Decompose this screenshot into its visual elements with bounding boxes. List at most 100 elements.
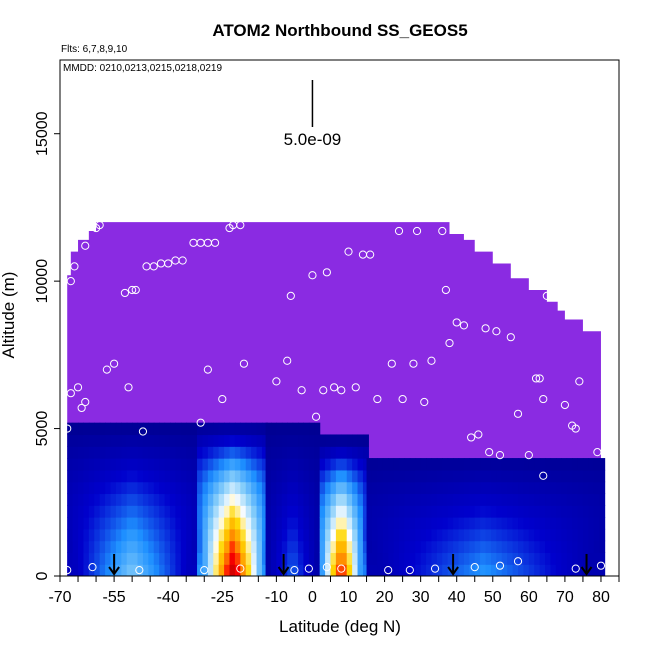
heat-cell [431,517,438,530]
flight-point [513,409,523,418]
heat-cell [251,528,258,542]
heat-cell [110,422,117,436]
y-tick-label: 10000 [34,259,51,304]
heat-cell [442,540,449,554]
heat-cell [281,564,288,576]
flight-point [218,394,227,404]
heat-cell [377,481,384,495]
heat-cell [474,528,481,542]
heat-cell [105,458,112,471]
heat-cell [335,552,342,565]
heat-cell [270,446,277,459]
heat-cell [207,493,214,506]
heat-cell [121,481,128,495]
heat-cell [599,528,606,542]
heat-cell [362,469,369,483]
heat-cell [105,505,112,518]
heat-cell [137,517,144,530]
flight-point [427,356,436,365]
heat-cell [261,493,268,506]
heat-cell [507,528,514,542]
heat-cell [94,434,101,447]
heat-cell [153,517,160,530]
heat-cell [577,540,584,554]
heat-cell [224,422,231,436]
heat-cell [298,493,305,506]
heat-cell [281,505,288,518]
heat-cell [599,505,606,518]
heat-cell [67,446,74,459]
heat-cell [99,528,106,542]
heat-cell [202,528,209,542]
heat-cell [234,505,241,518]
heat-cell [175,528,182,542]
heat-cell [276,469,283,483]
heat-cell [534,505,541,518]
heat-cell [191,493,198,506]
heat-cell [229,517,236,530]
heat-cell [148,517,155,530]
heat-cell [265,493,272,506]
heat-cell [132,493,139,506]
flight-point [409,359,418,368]
heat-cell [121,458,128,471]
heat-cell [366,528,373,542]
heat-cell [191,540,198,554]
heat-cell [335,446,342,459]
heat-cell [485,469,492,483]
heat-cell [555,481,562,495]
heat-cell [99,505,106,518]
heat-cell [377,528,384,542]
heat-cell [126,528,133,542]
heat-cell [229,505,236,518]
heat-cell [159,458,166,471]
heat-cell [371,458,378,471]
heat-cell [431,469,438,483]
flight-point [384,566,393,575]
heat-cell [447,505,454,518]
heat-cell [234,434,241,447]
heat-cell [436,505,443,518]
heat-cell [415,552,422,565]
heat-cell [458,493,465,506]
heat-cell [463,517,470,530]
heat-cell [126,446,133,459]
heat-cell [88,434,95,447]
heat-cell [265,446,272,459]
heat-cell [197,434,204,447]
heat-cell [126,422,133,436]
heat-cell [346,458,353,471]
heat-cell [78,458,85,471]
heat-cell [561,469,568,483]
heat-cell [330,540,337,554]
heat-cell [501,564,508,576]
heat-cell [341,505,348,518]
heat-cell [281,528,288,542]
heat-cell [287,469,294,483]
heat-cell [426,517,433,530]
heat-cell [577,505,584,518]
flight-point [138,427,148,436]
heat-cell [393,505,400,518]
heat-cell [469,481,476,495]
heat-cell [142,552,149,565]
heat-cell [229,446,236,459]
heat-cell [298,458,305,471]
heat-cell [142,505,149,518]
heat-cell [137,564,144,576]
heat-cell [218,446,225,459]
heat-cell [463,528,470,542]
heat-cell [94,458,101,471]
heat-cell [382,458,389,471]
heat-cell [287,493,294,506]
heat-cell [213,446,220,459]
heat-cell [393,564,400,576]
heat-cell [245,540,252,554]
heat-cell [420,540,427,554]
heat-cell [292,528,299,542]
heat-cell [276,564,283,576]
flight-point [481,324,490,333]
heat-cell [485,528,492,542]
heat-cell [362,481,369,495]
